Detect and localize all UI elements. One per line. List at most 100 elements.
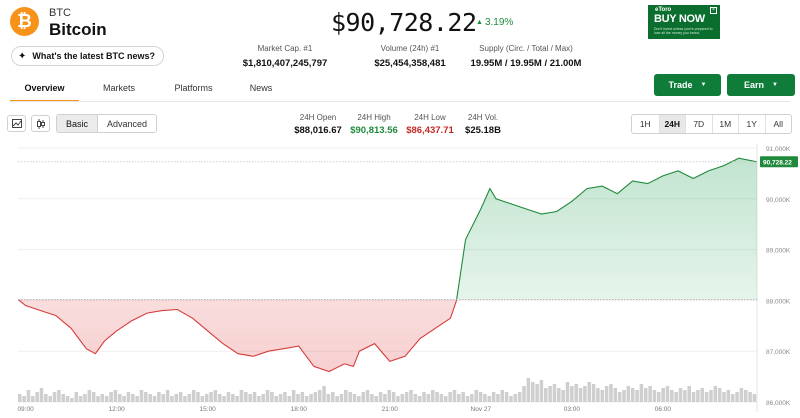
volume-bar xyxy=(583,386,587,402)
volume-bar xyxy=(439,394,444,402)
volume-bar xyxy=(131,394,135,402)
basic-mode-button[interactable]: Basic xyxy=(57,115,98,132)
time-range-selector: 1H 24H 7D 1M 1Y All xyxy=(631,114,792,134)
volume-bar xyxy=(430,390,435,402)
range-all-button[interactable]: All xyxy=(764,115,792,133)
volume-bar xyxy=(652,390,657,402)
supply-value: 19.95M / 19.95M / 21.00M xyxy=(470,58,582,69)
volume-bar xyxy=(200,396,205,402)
volume-bar xyxy=(48,396,52,402)
open-stat: 24H Open $88,016.67 xyxy=(288,113,348,136)
volume-bar xyxy=(326,394,331,402)
volume-bar xyxy=(196,392,200,402)
volume-bar xyxy=(91,392,96,402)
volume-bar xyxy=(244,392,248,402)
volume-bar xyxy=(648,386,652,402)
volume-bar xyxy=(530,382,535,402)
news-prompt-label: What's the latest BTC news? xyxy=(32,51,156,61)
market-cap-stat: Market Cap. #1 $1,810,407,245,797 xyxy=(230,44,340,69)
news-prompt-button[interactable]: ✦ What's the latest BTC news? xyxy=(11,46,165,66)
volume-bar xyxy=(609,384,613,402)
volume-bar xyxy=(543,388,548,402)
volume-bar xyxy=(522,386,526,402)
volume-bar xyxy=(261,394,265,402)
chevron-down-icon: ▼ xyxy=(772,82,778,88)
volume-bar xyxy=(313,392,318,402)
volume-bar xyxy=(717,388,722,402)
trade-button[interactable]: Trade ▼ xyxy=(654,74,721,96)
range-24h-button[interactable]: 24H xyxy=(658,115,685,133)
low-stat: 24H Low $86,437.71 xyxy=(400,113,460,136)
volume-bar xyxy=(300,392,305,402)
volume-bar xyxy=(600,390,605,402)
volume-bar xyxy=(213,390,218,402)
volume-bar xyxy=(317,390,322,402)
tab-platforms[interactable]: Platforms xyxy=(174,83,213,93)
candlestick-toggle[interactable] xyxy=(31,115,50,132)
volume-bar xyxy=(296,394,300,402)
volume-bar xyxy=(365,390,370,402)
volume-bar xyxy=(26,390,31,402)
volume-bar xyxy=(396,396,400,402)
volume-bar xyxy=(104,396,109,402)
tab-markets[interactable]: Markets xyxy=(102,83,135,93)
volume-bar xyxy=(539,380,544,402)
etoro-ad-banner[interactable]: eToro × BUY NOW Don't invest unless you'… xyxy=(648,5,720,39)
tab-overview[interactable]: Overview xyxy=(10,78,79,102)
range-7d-button[interactable]: 7D xyxy=(685,115,712,133)
volume-bar xyxy=(161,394,165,402)
volume-bar xyxy=(626,386,631,402)
ad-close-icon[interactable]: × xyxy=(710,7,717,14)
y-tick-label: 90,000K xyxy=(766,197,791,204)
price-chart[interactable]: 91,000K 90,000K 89,000K 88,000K 87,000K 86,00… xyxy=(0,140,800,418)
volume-bar xyxy=(465,396,470,402)
volume-bar xyxy=(70,398,74,402)
volume-bar xyxy=(44,394,48,402)
volume-bar xyxy=(322,386,326,402)
volume-bar xyxy=(274,396,279,402)
volume-bar xyxy=(18,394,22,402)
volume-bar xyxy=(587,382,592,402)
price-line xyxy=(18,157,757,373)
volume-bar xyxy=(165,390,170,402)
volume-bar xyxy=(704,392,709,402)
volume-bar xyxy=(526,378,531,402)
earn-label: Earn xyxy=(744,80,765,90)
volume-bar xyxy=(148,394,152,402)
volume-bar xyxy=(39,388,44,402)
volume-bar xyxy=(339,394,344,402)
volume-bar xyxy=(235,396,239,402)
area-chart-toggle[interactable] xyxy=(7,115,26,132)
x-tick-label: 03:00 xyxy=(564,406,581,413)
supply-stat: Supply (Circ. / Total / Max) 19.95M / 19… xyxy=(462,44,590,69)
advanced-mode-button[interactable]: Advanced xyxy=(97,115,157,132)
range-1y-button[interactable]: 1Y xyxy=(738,115,765,133)
x-tick-label: Nov 27 xyxy=(471,406,492,413)
volume-bar xyxy=(57,390,61,402)
low-value: $86,437.71 xyxy=(406,125,454,136)
view-mode-toggle: Basic Advanced xyxy=(56,114,158,133)
volume-value: $25,454,358,481 xyxy=(374,58,446,69)
x-tick-label: 06:00 xyxy=(655,406,672,413)
volume-bar xyxy=(283,392,287,402)
volume-bar xyxy=(83,394,87,402)
volume-24h-stat: 24H Vol. $25.18B xyxy=(458,113,508,136)
volume-bar xyxy=(483,394,487,402)
current-price-label: 90,728.22 xyxy=(763,159,792,166)
volume-bar xyxy=(578,388,583,402)
range-1h-button[interactable]: 1H xyxy=(639,119,651,129)
coin-name: Bitcoin xyxy=(49,20,107,39)
earn-button[interactable]: Earn ▼ xyxy=(727,74,795,96)
volume-bar xyxy=(126,392,131,402)
volume-bar xyxy=(457,394,461,402)
range-1m-button[interactable]: 1M xyxy=(711,115,739,133)
volume-bar xyxy=(144,392,148,402)
volume-bar xyxy=(422,392,426,402)
volume-bar xyxy=(170,396,174,402)
volume-bar xyxy=(683,390,687,402)
tab-news[interactable]: News xyxy=(249,83,273,93)
volume-bar xyxy=(209,392,213,402)
volume-bar xyxy=(474,390,478,402)
volume-bar xyxy=(109,392,113,402)
volume-bar xyxy=(231,394,235,402)
